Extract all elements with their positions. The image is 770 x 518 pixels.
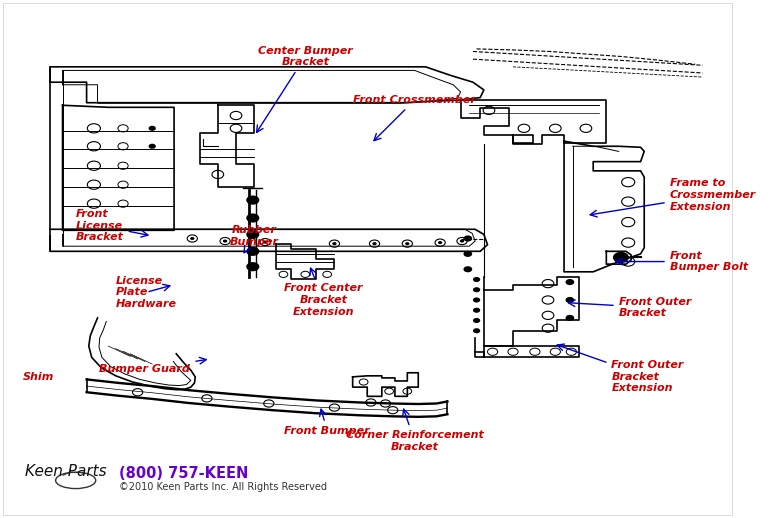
Circle shape — [263, 240, 267, 243]
Text: Keen Parts: Keen Parts — [25, 464, 106, 479]
Circle shape — [464, 266, 472, 272]
Text: (800) 757-KEEN: (800) 757-KEEN — [119, 466, 249, 481]
Circle shape — [246, 262, 259, 271]
Circle shape — [473, 328, 480, 333]
Text: Front
Bumper Bolt: Front Bumper Bolt — [616, 251, 748, 272]
Circle shape — [190, 237, 195, 240]
Circle shape — [464, 235, 472, 241]
Text: Corner Reinforcement
Bracket: Corner Reinforcement Bracket — [346, 409, 484, 452]
Circle shape — [460, 239, 464, 242]
Circle shape — [473, 318, 480, 323]
Circle shape — [246, 247, 259, 256]
Circle shape — [438, 241, 442, 244]
Text: Front Center
Bracket
Extension: Front Center Bracket Extension — [284, 268, 363, 316]
Circle shape — [223, 239, 227, 242]
Text: Front Outer
Bracket: Front Outer Bracket — [568, 297, 691, 319]
Circle shape — [149, 126, 156, 131]
Circle shape — [613, 252, 629, 263]
Circle shape — [405, 242, 410, 245]
Circle shape — [332, 242, 336, 245]
Circle shape — [473, 308, 480, 313]
Text: Front Crossmember: Front Crossmember — [353, 95, 476, 141]
Text: Front
License
Bracket: Front License Bracket — [75, 209, 148, 242]
Circle shape — [246, 230, 259, 239]
Text: Frame to
Crossmember
Extension: Frame to Crossmember Extension — [590, 178, 756, 217]
Circle shape — [149, 143, 156, 149]
Circle shape — [473, 287, 480, 292]
Text: Front Bumper: Front Bumper — [284, 409, 370, 436]
Circle shape — [565, 279, 574, 285]
Circle shape — [565, 297, 574, 303]
Text: Shim: Shim — [23, 372, 55, 382]
Text: Bumper Guard: Bumper Guard — [99, 357, 206, 374]
Circle shape — [246, 213, 259, 223]
Circle shape — [373, 242, 377, 245]
Circle shape — [473, 297, 480, 303]
Text: Center Bumper
Bracket: Center Bumper Bracket — [256, 46, 353, 133]
Text: Front Outer
Bracket
Extension: Front Outer Bracket Extension — [557, 344, 684, 394]
Text: License
Plate
Hardware: License Plate Hardware — [116, 276, 177, 309]
Circle shape — [565, 315, 574, 321]
Text: ©2010 Keen Parts Inc. All Rights Reserved: ©2010 Keen Parts Inc. All Rights Reserve… — [119, 482, 327, 492]
Circle shape — [246, 195, 259, 205]
Circle shape — [464, 251, 472, 257]
Text: Rubber
Bumper: Rubber Bumper — [229, 225, 279, 253]
Circle shape — [473, 277, 480, 282]
